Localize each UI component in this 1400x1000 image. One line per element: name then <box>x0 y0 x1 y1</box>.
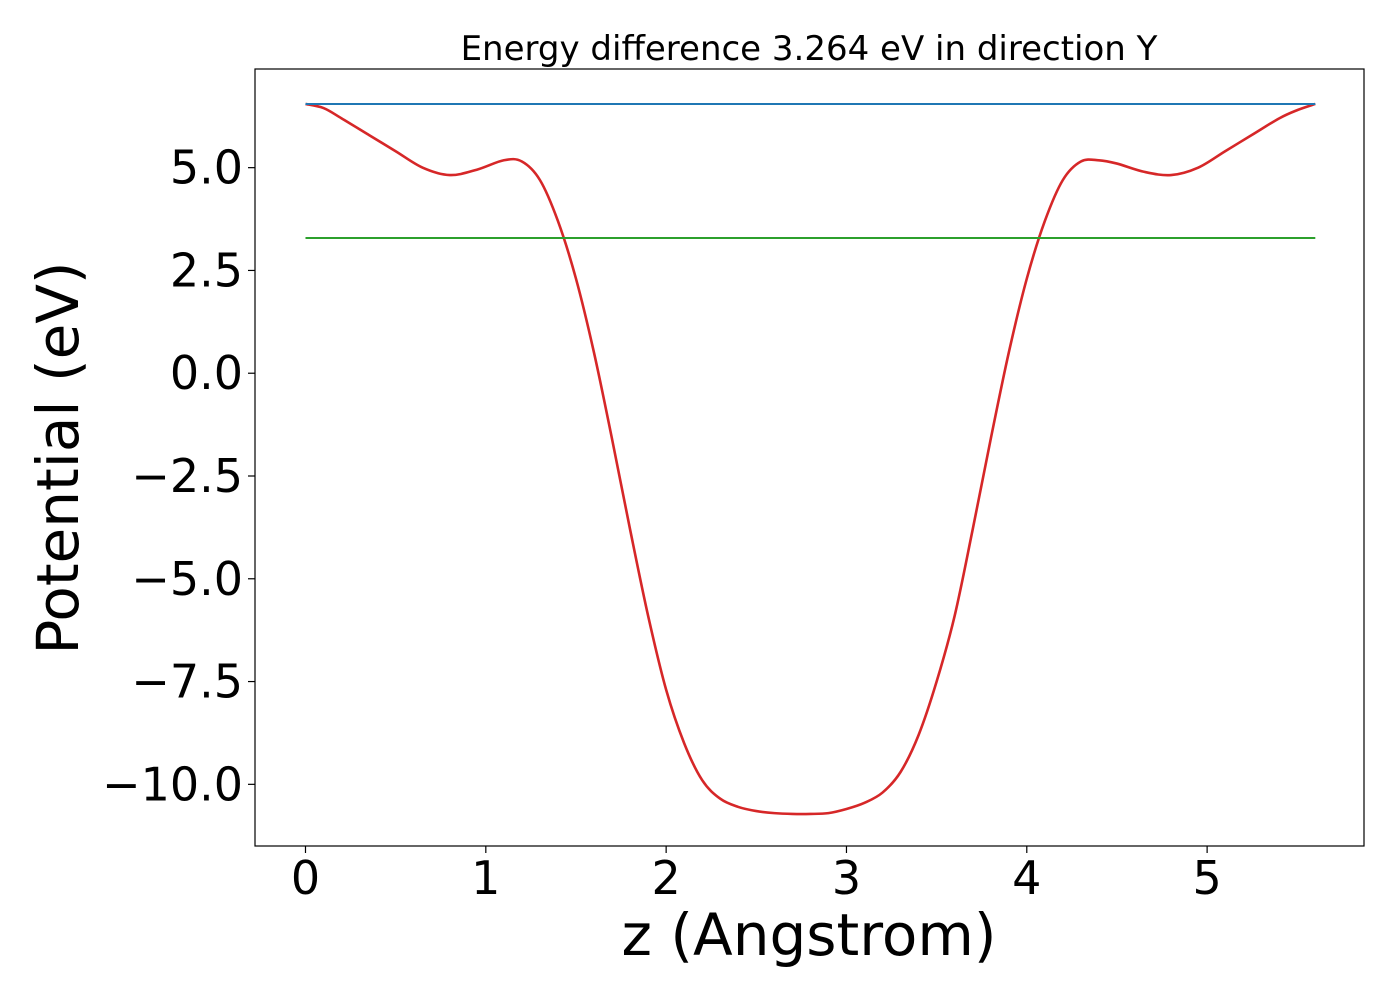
y-tick-label: 0.0 <box>170 346 243 400</box>
axes-layer: 0 1 2 3 4 5 −10.0 −7.5 −5.0 −2.5 0.0 2.5 5.0 <box>102 68 1365 905</box>
x-axis-title: z (Angstrom) <box>622 901 997 969</box>
y-axis-title: Potential (eV) <box>24 261 92 654</box>
x-tick-label: 4 <box>1012 851 1041 905</box>
x-tick-label: 5 <box>1192 851 1221 905</box>
x-tick-label: 2 <box>652 851 681 905</box>
y-tick-label: 2.5 <box>170 243 243 297</box>
series-layer <box>305 102 1316 816</box>
axes-frame <box>254 68 1365 847</box>
y-tick-label: −10.0 <box>102 757 243 811</box>
y-tick-label: 5.0 <box>170 141 243 195</box>
chart-title: Energy difference 3.264 eV in direction … <box>461 29 1158 69</box>
x-tick-label: 1 <box>471 851 500 905</box>
x-tick-label: 0 <box>291 851 320 905</box>
y-tick-label: −7.5 <box>131 655 243 709</box>
y-tick-label: −5.0 <box>131 552 243 606</box>
x-tick-label: 3 <box>832 851 861 905</box>
series-line-0 <box>305 102 1316 816</box>
y-tick-label: −2.5 <box>131 449 243 503</box>
